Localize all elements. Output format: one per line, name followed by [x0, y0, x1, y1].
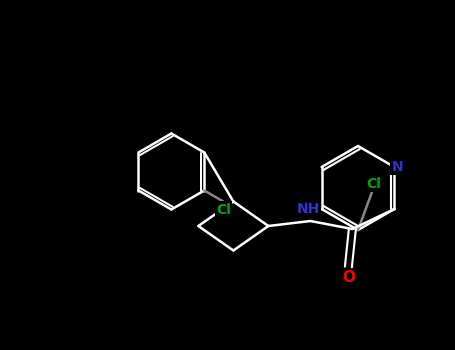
Text: N: N — [392, 160, 403, 174]
Text: O: O — [342, 270, 355, 285]
Text: NH: NH — [297, 202, 320, 216]
Text: Cl: Cl — [216, 203, 231, 217]
Text: Cl: Cl — [367, 177, 381, 191]
